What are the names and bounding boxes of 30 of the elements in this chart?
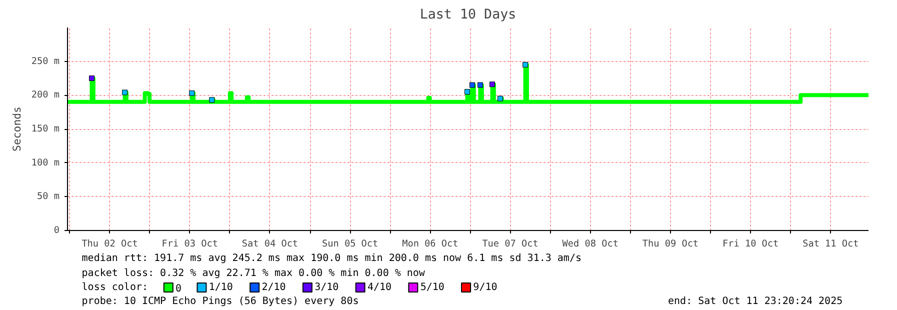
y-tick-label: 200 m [31,90,60,101]
legend-label: 5/10 [420,282,444,293]
x-tick-label: Wed 08 Oct [562,238,618,250]
legend-label: 9/10 [473,282,498,293]
text: end: Sat Oct 11 23:20:24 2025 [668,296,843,307]
legend-label: 0 [176,284,182,294]
y-tick-label: 100 m [31,157,60,168]
legend-label: 3/10 [314,282,339,293]
y-tick-label: 50 m [37,191,60,202]
legend-title: loss color: [82,282,148,293]
text: packet loss: 0.32 % avg 22.71 % max 0.00 % min 0.00 % now [82,268,426,279]
x-tick-label: Thu 09 Oct [642,238,699,250]
y-tick-label: 0 [54,225,60,236]
y-tick-label: 150 m [31,124,60,134]
x-tick-label: Tue 07 Oct [482,238,538,250]
text: probe: 10 ICMP Echo Pings (56 Bytes) every 80s [82,296,359,307]
x-tick-label: Sat 11 Oct [802,238,859,250]
x-tick-label: Fri 03 Oct [162,238,218,250]
x-tick-label: Sat 04 Oct [242,238,298,250]
x-tick-label: Sun 05 Oct [322,238,378,250]
y-axis-title: Seconds [10,106,24,152]
legend-label: 1/10 [208,282,233,293]
legend-label: 4/10 [367,282,392,293]
y-tick-label: 250 m [31,56,60,67]
text: median rtt: 191.7 ms avg 245.2 ms max 190.0 ms min 200.0 ms now 6.1 ms sd 31.3 am/s [82,253,582,264]
x-tick-label: Thu 02 Oct [82,238,138,250]
chart-title: Last 10 Days [420,8,516,22]
legend-label: 2/10 [262,282,286,293]
x-tick-label: Mon 06 Oct [402,238,458,250]
x-tick-label: Fri 10 Oct [722,238,779,250]
